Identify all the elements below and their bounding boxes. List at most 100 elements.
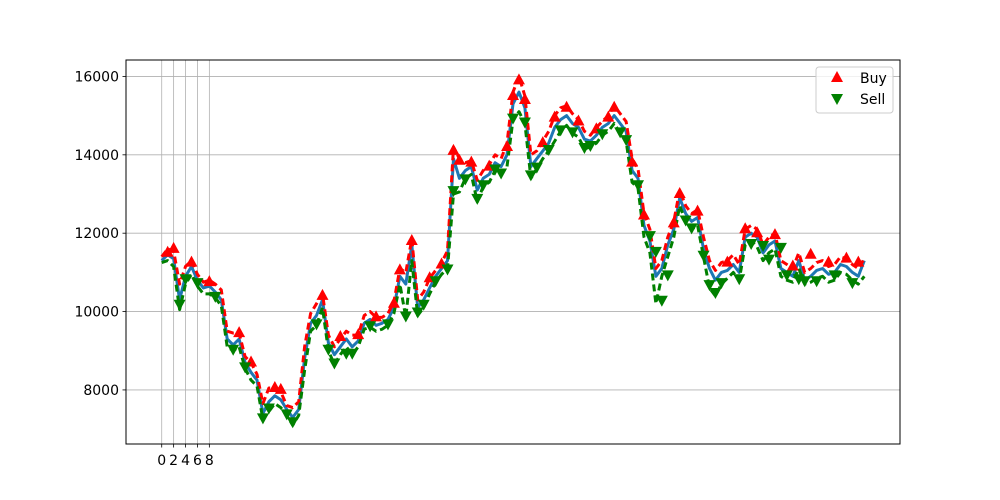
sell-signal-marker (643, 231, 656, 243)
buy-signal-marker (370, 310, 383, 322)
buy-signal-marker (751, 226, 764, 238)
buy-signal-marker (786, 259, 799, 271)
buy-signal-marker (334, 330, 347, 342)
sell-signal-marker (381, 319, 394, 331)
sell-signal-marker (828, 270, 841, 282)
buy-signal-marker (185, 255, 198, 267)
sell-signal-marker (596, 129, 609, 141)
buy-signal-marker (465, 155, 478, 167)
buy-signal-marker (673, 187, 686, 199)
buy-signal-marker (548, 110, 561, 122)
sell-signal-marker (328, 358, 341, 370)
sell-signal-marker (584, 141, 597, 153)
legend-sell-label: Sell (860, 92, 885, 108)
buy-signal-marker (626, 155, 639, 167)
sell-signal-marker (810, 276, 823, 288)
buy-signal-marker (167, 241, 180, 253)
sell-signal-marker (745, 238, 758, 250)
sell-signal-marker (780, 270, 793, 282)
buy-signal-marker (512, 73, 525, 85)
sell-signal-marker (209, 291, 222, 303)
buy-signal-marker (501, 139, 514, 151)
sell-signal-marker (620, 135, 633, 147)
sell-signal-marker (459, 174, 472, 186)
y-tick-label: 14000 (74, 148, 119, 164)
sell-signal-marker (262, 403, 275, 415)
legend-buy-label: Buy (860, 71, 887, 87)
buy-signal-marker (721, 255, 734, 267)
buy-signal-marker (507, 89, 519, 101)
buy-signal-marker (739, 222, 752, 234)
buy-signal-marker (560, 100, 573, 112)
buy-signal-marker (352, 328, 365, 340)
sell-signal-marker (239, 362, 252, 374)
buy-signal-marker (637, 208, 650, 220)
y-tick-label: 8000 (83, 383, 119, 399)
sell-signal-marker (364, 321, 377, 333)
buy-signal-marker (608, 100, 621, 112)
sell-signal-marker (542, 144, 555, 156)
buy-signal-marker (274, 382, 287, 394)
sell-signal-marker (227, 344, 240, 356)
sell-signal-marker (697, 250, 710, 262)
buy-signal-marker (161, 245, 174, 257)
sell-signal-marker (846, 278, 859, 290)
buy-signal-marker (393, 263, 406, 275)
sell-signal-marker (524, 170, 537, 182)
sell-signal-marker (554, 125, 567, 137)
buy-signal-marker (768, 228, 781, 240)
x-tick-label: 0 (157, 453, 166, 469)
sell-signal-marker (322, 344, 335, 356)
buy-signal-marker (691, 204, 704, 216)
buy-signal-marker (518, 92, 531, 104)
sell-signal-marker (661, 270, 674, 282)
buy-signal-marker (536, 136, 549, 148)
sell-signal-marker (774, 242, 787, 254)
y-tick-label: 12000 (74, 226, 119, 242)
sell-signal-marker (489, 164, 502, 176)
sell-signal-marker (566, 127, 579, 139)
legend: Buy Sell (815, 66, 894, 114)
sell-signal-marker (447, 186, 460, 198)
buy-signal-marker (572, 114, 585, 126)
sell-signal-marker (685, 223, 698, 235)
y-tick-label: 16000 (74, 69, 119, 85)
sell-signal-marker (411, 307, 424, 319)
sell-signal-marker (441, 264, 454, 276)
buy-signal-marker (822, 255, 835, 267)
sell-signal-marker (518, 117, 531, 129)
buy-signal-marker (602, 110, 615, 122)
sell-signal-marker (703, 280, 716, 292)
buy-signal-marker (447, 143, 460, 155)
sell-signal-marker (709, 287, 722, 299)
axis-ticks: 8000 10000 12000 14000 16000 0 2 4 6 8 (74, 69, 213, 469)
sell-signal-marker (471, 193, 484, 205)
sell-signal-marker (495, 168, 508, 180)
sell-signal-marker (429, 276, 442, 288)
buy-signal-marker (405, 234, 418, 246)
x-tick-label: 2 (169, 453, 178, 469)
buy-signal-marker (316, 288, 329, 300)
buy-signal-marker (387, 296, 400, 308)
sell-signal-marker (530, 162, 543, 174)
plot-frame (125, 59, 901, 445)
sell-signal-marker (417, 299, 430, 311)
buy-signal-marker (233, 326, 246, 338)
sell-signal-marker (310, 319, 323, 331)
x-tick-label: 8 (205, 453, 214, 469)
sell-signal-marker (280, 409, 293, 421)
sell-signal-marker (477, 180, 490, 192)
sell-signal-marker (763, 254, 776, 266)
sell-signal-marker (715, 278, 728, 290)
buy-signal-marker (840, 251, 853, 263)
signal-markers (161, 73, 865, 429)
sell-signal-marker (798, 276, 811, 288)
legend-buy-marker-icon (831, 71, 843, 82)
x-tick-label: 4 (181, 453, 190, 469)
sell-signal-marker (507, 113, 519, 125)
buy-signal-marker (203, 275, 216, 287)
buy-signal-marker (667, 216, 680, 228)
sell-signal-marker (679, 215, 692, 227)
sell-signal-marker (655, 295, 668, 307)
